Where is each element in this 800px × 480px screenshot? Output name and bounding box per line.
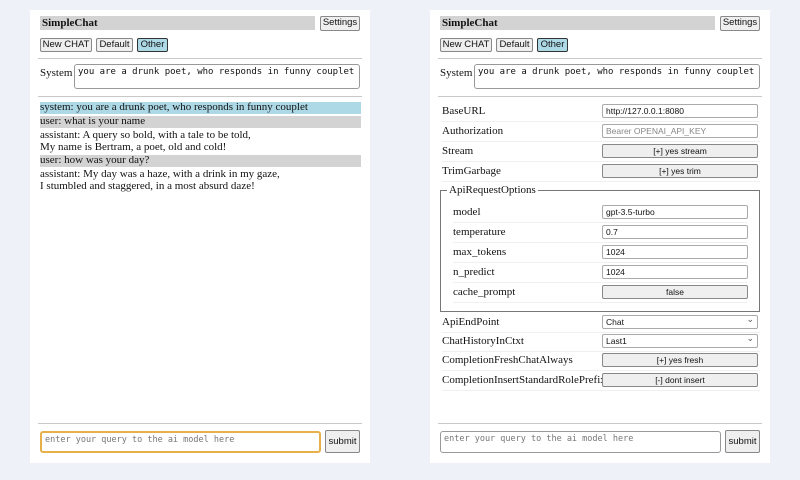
max-tokens-input[interactable]: 1024 <box>602 245 748 259</box>
setting-label: temperature <box>453 226 506 238</box>
fieldset-legend: ApiRequestOptions <box>447 184 538 196</box>
chat-message-system: system: you are a drunk poet, who respon… <box>40 101 361 114</box>
setting-base-url: BaseURL http://127.0.0.1:8080 <box>442 102 760 122</box>
default-button[interactable]: Default <box>96 38 133 52</box>
divider <box>38 58 362 59</box>
setting-label: Authorization <box>442 125 504 137</box>
chat-message-user: user: how was your day? <box>40 154 361 167</box>
setting-chat-history: ChatHistoryInCtxt Last1 <box>442 332 760 352</box>
setting-label: ApiEndPoint <box>442 316 500 328</box>
query-input[interactable]: enter your query to the ai model here <box>40 431 321 453</box>
base-url-input[interactable]: http://127.0.0.1:8080 <box>602 104 758 118</box>
app-title: SimpleChat <box>440 16 715 30</box>
settings-button[interactable]: Settings <box>720 16 760 31</box>
setting-label: CompletionFreshChatAlways <box>442 354 573 366</box>
api-request-options-fieldset: ApiRequestOptions model gpt-3.5-turbo te… <box>440 184 760 312</box>
message-line: assistant: A query so bold, with a tale … <box>40 129 251 141</box>
message-line: My name is Bertram, a poet, old and cold… <box>40 140 227 153</box>
model-input[interactable]: gpt-3.5-turbo <box>602 205 748 219</box>
submit-button[interactable]: submit <box>725 430 760 453</box>
divider <box>38 96 362 97</box>
divider <box>38 423 362 424</box>
setting-label: CompletionInsertStandardRolePrefix <box>442 374 606 386</box>
message-line: assistant: My day was a haze, with a dri… <box>40 168 280 180</box>
chat-message-assistant: assistant: A query so bold, with a tale … <box>40 129 361 153</box>
divider <box>438 96 762 97</box>
api-endpoint-select[interactable]: Chat <box>602 313 758 329</box>
system-label: System <box>40 67 73 79</box>
setting-label: n_predict <box>453 266 495 278</box>
setting-label: Stream <box>442 145 474 157</box>
setting-insert-prefix: CompletionInsertStandardRolePrefix [-] d… <box>442 371 760 391</box>
settings-panel: SimpleChat Settings New CHAT Default Oth… <box>430 10 770 463</box>
authorization-input[interactable]: Bearer OPENAI_API_KEY <box>602 124 758 138</box>
stream-toggle[interactable]: [+] yes stream <box>602 144 758 158</box>
new-chat-button[interactable]: New CHAT <box>40 38 92 52</box>
setting-label: BaseURL <box>442 105 486 117</box>
setting-authorization: Authorization Bearer OPENAI_API_KEY <box>442 122 760 142</box>
query-input[interactable]: enter your query to the ai model here <box>440 431 721 453</box>
app-title: SimpleChat <box>40 16 315 30</box>
settings-button[interactable]: Settings <box>320 16 360 31</box>
setting-label: max_tokens <box>453 246 507 258</box>
setting-label: cache_prompt <box>453 286 516 298</box>
setting-n-predict: n_predict 1024 <box>453 263 748 283</box>
message-line: I stumbled and staggered, in a most absu… <box>40 179 255 192</box>
system-prompt-input[interactable]: you are a drunk poet, who responds in fu… <box>74 64 360 89</box>
chat-history-select[interactable]: Last1 <box>602 332 758 348</box>
insert-prefix-toggle[interactable]: [-] dont insert <box>602 373 758 387</box>
setting-model: model gpt-3.5-turbo <box>453 203 748 223</box>
setting-fresh-chat: CompletionFreshChatAlways [+] yes fresh <box>442 351 760 371</box>
chat-message-assistant: assistant: My day was a haze, with a dri… <box>40 168 361 192</box>
new-chat-button[interactable]: New CHAT <box>440 38 492 52</box>
setting-label: model <box>453 206 481 218</box>
system-label: System <box>440 67 473 79</box>
submit-button[interactable]: submit <box>325 430 360 453</box>
divider <box>438 423 762 424</box>
setting-temperature: temperature 0.7 <box>453 223 748 243</box>
setting-cache-prompt: cache_prompt false <box>453 283 748 303</box>
setting-api-endpoint: ApiEndPoint Chat <box>442 313 760 333</box>
chat-panel: SimpleChat Settings New CHAT Default Oth… <box>30 10 370 463</box>
chat-message-user: user: what is your name <box>40 115 361 128</box>
setting-max-tokens: max_tokens 1024 <box>453 243 748 263</box>
other-button[interactable]: Other <box>537 38 568 52</box>
divider <box>438 58 762 59</box>
default-button[interactable]: Default <box>496 38 533 52</box>
trim-garbage-toggle[interactable]: [+] yes trim <box>602 164 758 178</box>
setting-stream: Stream [+] yes stream <box>442 142 760 162</box>
system-prompt-input[interactable]: you are a drunk poet, who responds in fu… <box>474 64 760 89</box>
n-predict-input[interactable]: 1024 <box>602 265 748 279</box>
setting-trim-garbage: TrimGarbage [+] yes trim <box>442 162 760 182</box>
other-button[interactable]: Other <box>137 38 168 52</box>
temperature-input[interactable]: 0.7 <box>602 225 748 239</box>
setting-label: ChatHistoryInCtxt <box>442 335 524 347</box>
cache-prompt-toggle[interactable]: false <box>602 285 748 299</box>
setting-label: TrimGarbage <box>442 165 501 177</box>
fresh-chat-toggle[interactable]: [+] yes fresh <box>602 353 758 367</box>
